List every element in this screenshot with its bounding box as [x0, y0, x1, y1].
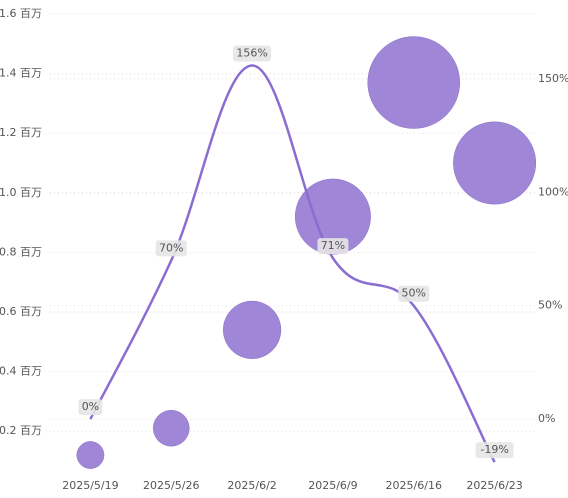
- data-label: 70%: [159, 241, 183, 254]
- y-tick-label: 1.0 百万: [0, 186, 42, 199]
- x-tick-label: 2025/6/16: [386, 479, 442, 492]
- bubble: [367, 36, 460, 129]
- y2-tick-label: 0%: [538, 412, 555, 425]
- data-label-box: [398, 285, 430, 302]
- y-tick-label: 1.6 百万: [0, 7, 42, 20]
- y-tick-label: 1.2 百万: [0, 126, 42, 139]
- data-label: 0%: [82, 400, 99, 413]
- x-tick-label: 2025/6/23: [466, 479, 522, 492]
- bubble: [453, 121, 537, 205]
- data-label-box: [317, 238, 349, 255]
- bubble: [294, 178, 371, 255]
- data-label: 71%: [321, 239, 345, 252]
- y2-tick-label: 50%: [538, 299, 562, 312]
- data-label-box: [475, 442, 514, 459]
- x-tick-label: 2025/5/19: [62, 479, 118, 492]
- line: [89, 64, 496, 463]
- data-label-box: [155, 240, 187, 257]
- y-tick-label: 0.8 百万: [0, 245, 42, 258]
- y2-tick-label: 100%: [538, 185, 568, 198]
- data-label: 50%: [402, 287, 426, 300]
- data-label: 156%: [236, 46, 267, 59]
- bubble: [222, 300, 282, 360]
- x-tick-label: 2025/6/2: [227, 479, 276, 492]
- data-label-box: [78, 399, 103, 416]
- bubble: [152, 409, 190, 447]
- y-tick-label: 1.4 百万: [0, 67, 42, 80]
- y-tick-label: 0.6 百万: [0, 305, 42, 318]
- y2-tick-label: 150%: [538, 72, 568, 85]
- x-tick-label: 2025/6/9: [308, 479, 357, 492]
- x-tick-label: 2025/5/26: [143, 479, 199, 492]
- data-label: -19%: [480, 443, 508, 456]
- data-label-box: [233, 45, 272, 62]
- y-tick-label: 0.2 百万: [0, 424, 42, 437]
- bubble: [76, 441, 105, 469]
- y-tick-label: 0.4 百万: [0, 365, 42, 378]
